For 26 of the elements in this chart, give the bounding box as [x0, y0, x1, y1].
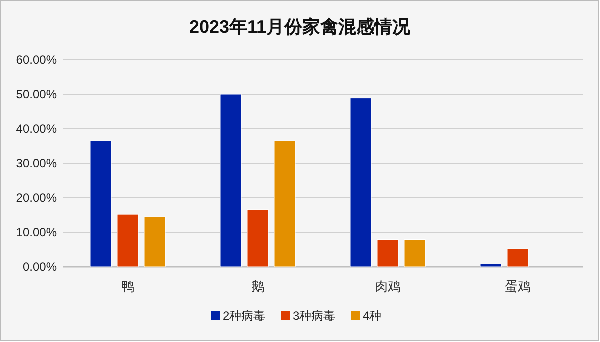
- x-tick-label: 蛋鸡: [505, 279, 531, 294]
- x-tick-label: 肉鸡: [375, 279, 401, 294]
- y-tick-label: 50.00%: [16, 88, 58, 102]
- bar: [377, 239, 399, 268]
- bar: [350, 98, 372, 268]
- x-tick-label: 鸭: [122, 279, 134, 294]
- bar: [247, 209, 269, 268]
- bar: [144, 216, 166, 268]
- legend-label: 3种病毒: [293, 309, 336, 323]
- bar: [220, 94, 242, 268]
- legend-label: 2种病毒: [223, 309, 266, 323]
- y-tick-label: 30.00%: [16, 156, 58, 170]
- x-tick-label: 鹅: [252, 279, 264, 294]
- y-tick-label: 0.00%: [22, 260, 58, 274]
- legend-label: 4种: [363, 309, 382, 323]
- bar: [90, 140, 112, 268]
- bar: [274, 140, 296, 268]
- bar: [507, 248, 529, 268]
- bar: [480, 264, 502, 268]
- bar: [117, 214, 139, 268]
- bar: [404, 239, 426, 268]
- y-tick-label: 20.00%: [16, 191, 58, 205]
- chart-title: 2023年11月份家禽混感情况: [189, 17, 412, 37]
- y-tick-label: 10.00%: [16, 226, 58, 240]
- y-tick-label: 60.00%: [16, 53, 58, 67]
- y-tick-label: 40.00%: [16, 122, 58, 136]
